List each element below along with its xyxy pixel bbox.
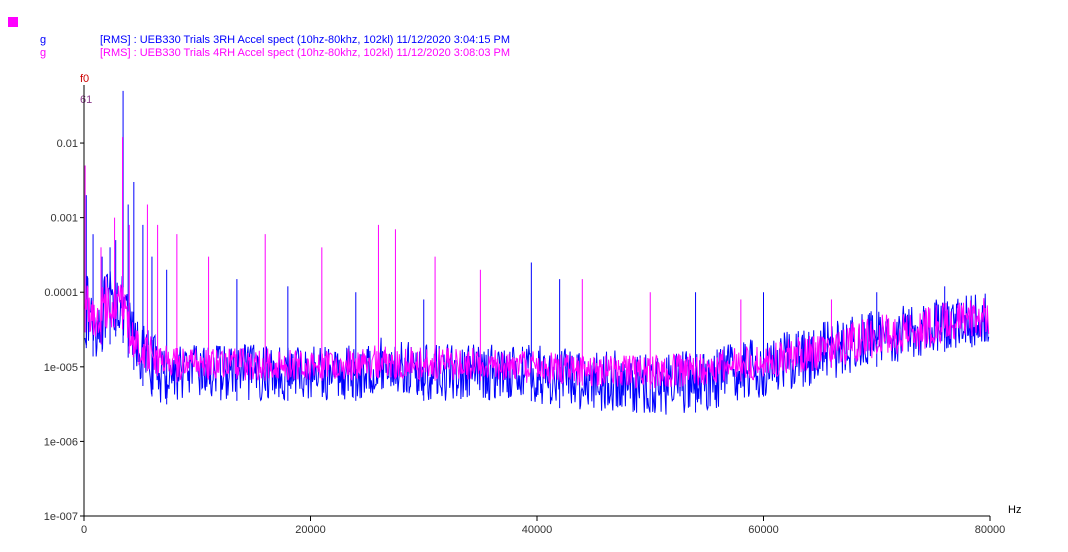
series-area [84,90,990,415]
legend-entry-2: [RMS] : UEB330 Trials 4RH Accel spect (1… [100,47,510,59]
series-2 [84,137,990,390]
y-tick-label: 0.0001 [44,287,78,299]
x-tick-label: 0 [81,524,87,536]
series-1 [84,90,990,415]
series-1-line [84,271,990,415]
legend-unit-2: g [40,47,46,59]
y-ticks: 1e-007 1e-006 1e-005 0.0001 0.001 0.01 [44,138,84,523]
cursor-label-61: 61 [80,94,92,106]
x-ticks: 0 20000 40000 60000 80000 [81,516,1005,536]
x-tick-label: 40000 [522,524,553,536]
x-unit-label: Hz [1008,504,1021,516]
x-tick-label: 20000 [295,524,326,536]
legend-entry-1: [RMS] : UEB330 Trials 3RH Accel spect (1… [100,34,510,46]
y-tick-label: 1e-005 [44,362,78,374]
x-tick-label: 60000 [748,524,779,536]
y-tick-label: 1e-006 [44,436,78,448]
x-tick-label: 80000 [975,524,1006,536]
legend: g [RMS] : UEB330 Trials 3RH Accel spect … [40,34,510,59]
cursor-label-f0: f0 [80,73,89,85]
legend-marker [8,17,18,27]
series-2-line [84,276,990,389]
y-tick-label: 1e-007 [44,511,78,523]
legend-unit-1: g [40,34,46,46]
y-tick-label: 0.01 [57,138,78,150]
y-tick-label: 0.001 [50,213,78,225]
